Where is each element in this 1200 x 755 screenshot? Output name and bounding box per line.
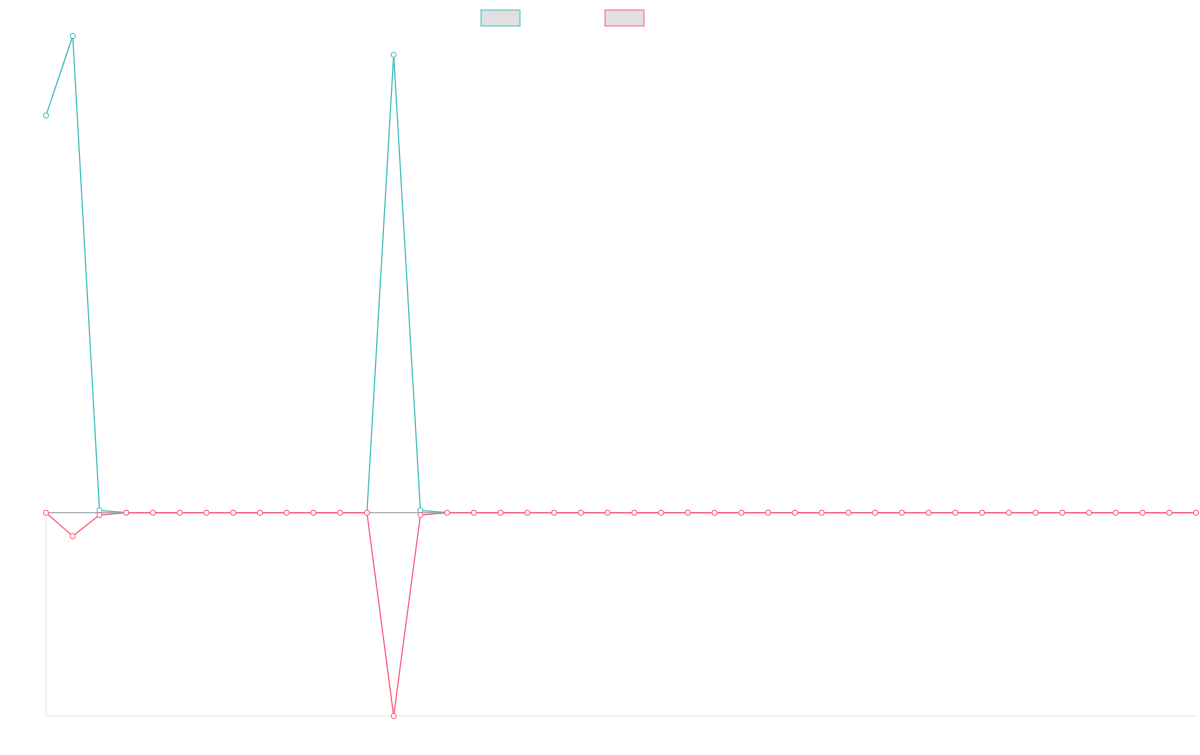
series-2-point[interactable] bbox=[470, 509, 477, 516]
series-2-point[interactable] bbox=[979, 509, 986, 516]
series-2-point[interactable] bbox=[417, 512, 424, 519]
series-2-point[interactable] bbox=[444, 509, 451, 516]
series-2-point[interactable] bbox=[524, 509, 531, 516]
series-2-point[interactable] bbox=[43, 509, 49, 516]
series-2-point[interactable] bbox=[69, 533, 76, 540]
series-2-point[interactable] bbox=[952, 509, 959, 516]
legend-swatch-2[interactable] bbox=[604, 9, 645, 27]
series-2-point[interactable] bbox=[1032, 509, 1039, 516]
series-2-point[interactable] bbox=[149, 509, 156, 516]
series-2-point[interactable] bbox=[1112, 509, 1119, 516]
series-2-point[interactable] bbox=[390, 713, 397, 719]
series-2-point[interactable] bbox=[791, 509, 798, 516]
series-1 bbox=[43, 33, 1199, 516]
series-2-point[interactable] bbox=[363, 509, 370, 516]
series-2-point[interactable] bbox=[96, 512, 103, 519]
series-2-point[interactable] bbox=[765, 509, 772, 516]
series-2-point[interactable] bbox=[256, 509, 263, 516]
series-2-point[interactable] bbox=[497, 509, 504, 516]
series-2-point[interactable] bbox=[1193, 509, 1199, 516]
series-2-point[interactable] bbox=[818, 509, 825, 516]
series-2-point[interactable] bbox=[176, 509, 183, 516]
series-2-point[interactable] bbox=[631, 509, 638, 516]
series-1-line bbox=[45, 35, 1196, 514]
series-2-point[interactable] bbox=[337, 509, 344, 516]
series-2-point[interactable] bbox=[872, 509, 879, 516]
series-2-point[interactable] bbox=[283, 509, 290, 516]
series-2-point[interactable] bbox=[658, 509, 665, 516]
series-1-point[interactable] bbox=[69, 33, 76, 39]
series-2-point[interactable] bbox=[1059, 509, 1066, 516]
series-2-point[interactable] bbox=[604, 509, 611, 516]
series-layer bbox=[43, 33, 1199, 719]
series-2-point[interactable] bbox=[577, 509, 584, 516]
series-2-point[interactable] bbox=[1086, 509, 1093, 516]
series-2-point[interactable] bbox=[1005, 509, 1012, 516]
series-2-point[interactable] bbox=[845, 509, 852, 516]
series-2-point[interactable] bbox=[738, 509, 745, 516]
series-2 bbox=[43, 509, 1199, 719]
series-1-point[interactable] bbox=[390, 51, 397, 58]
series-2-line bbox=[45, 512, 1196, 717]
series-2-point[interactable] bbox=[203, 509, 210, 516]
series-2-point[interactable] bbox=[230, 509, 237, 516]
series-2-point[interactable] bbox=[711, 509, 718, 516]
series-2-point[interactable] bbox=[123, 509, 130, 516]
series-2-point[interactable] bbox=[925, 509, 932, 516]
series-2-point[interactable] bbox=[1139, 509, 1146, 516]
series-2-point[interactable] bbox=[684, 509, 691, 516]
axes bbox=[45, 516, 1196, 717]
series-1-point[interactable] bbox=[43, 112, 49, 119]
legend[interactable] bbox=[480, 9, 645, 27]
legend-swatch-1[interactable] bbox=[480, 9, 521, 27]
series-2-point[interactable] bbox=[551, 509, 558, 516]
series-2-point[interactable] bbox=[898, 509, 905, 516]
series-2-point[interactable] bbox=[310, 509, 317, 516]
series-2-point[interactable] bbox=[1166, 509, 1173, 516]
